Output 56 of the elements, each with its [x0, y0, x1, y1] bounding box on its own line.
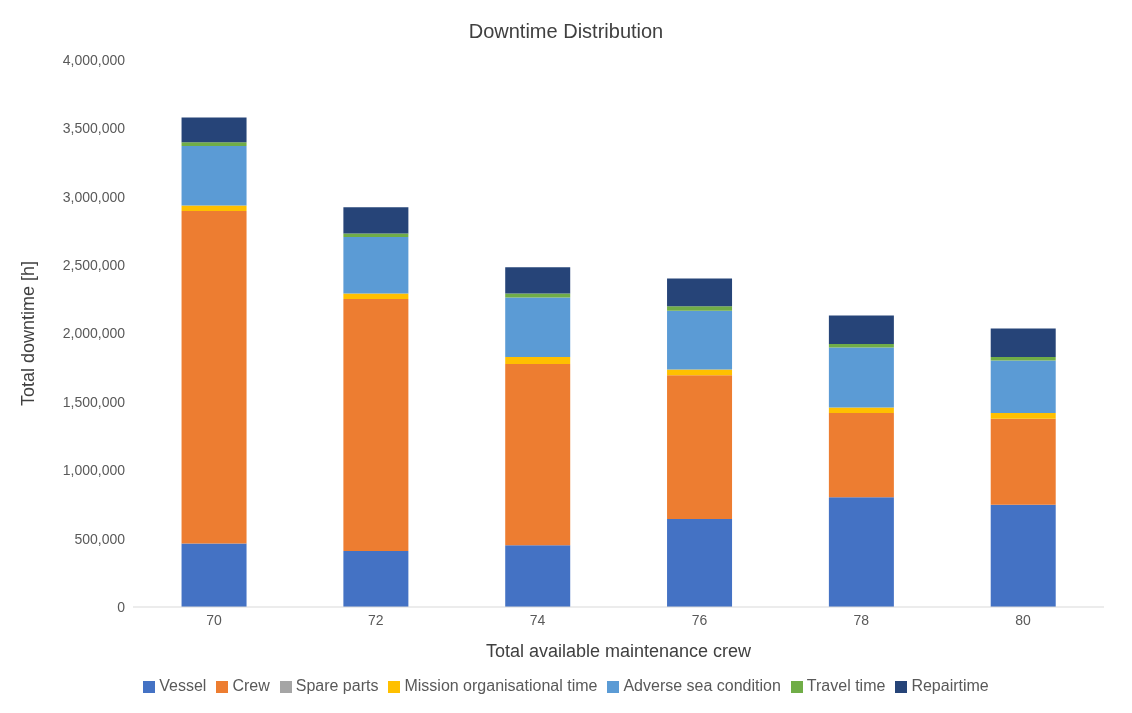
bar	[828, 347, 894, 408]
bar	[181, 145, 247, 206]
y-tick-label: 2,000,000	[62, 325, 126, 342]
legend-label: Vessel	[159, 677, 207, 694]
bar	[181, 117, 247, 143]
bar	[667, 310, 733, 370]
bar	[181, 142, 247, 146]
bar	[990, 413, 1056, 419]
bar	[505, 357, 571, 364]
bar	[990, 504, 1056, 607]
legend-label: Mission organisational time	[404, 677, 598, 694]
bar	[667, 306, 733, 311]
bar	[667, 518, 733, 607]
bar	[828, 315, 894, 345]
legend-label: Adverse sea condition	[623, 677, 781, 694]
y-tick-label: 4,000,000	[62, 51, 126, 68]
x-tick-label: 78	[853, 611, 870, 628]
legend-label: Crew	[232, 677, 270, 694]
bar	[343, 293, 409, 300]
bar	[990, 360, 1056, 414]
x-tick-label: 74	[529, 611, 546, 628]
bar	[828, 497, 894, 607]
y-tick-label: 2,500,000	[62, 257, 126, 274]
bar	[343, 550, 409, 607]
bar	[828, 413, 894, 498]
bar	[505, 364, 571, 546]
bar	[181, 543, 247, 607]
x-tick-label: 70	[206, 611, 222, 628]
y-tick-label: 500,000	[74, 530, 126, 547]
bar	[181, 211, 247, 544]
bar	[343, 207, 409, 234]
y-tick-label: 1,500,000	[62, 393, 126, 410]
bar	[505, 267, 571, 294]
y-tick-label: 3,500,000	[62, 120, 126, 137]
bar	[343, 299, 409, 551]
bar	[828, 407, 894, 414]
y-tick-label: 0	[117, 598, 126, 615]
x-tick-label: 80	[1015, 611, 1032, 628]
x-tick-label: 72	[367, 611, 384, 628]
y-axis-title: Total downtime [h]	[18, 260, 39, 407]
chart-title: Downtime Distribution	[467, 19, 665, 44]
x-axis-title: Total available maintenance crew	[485, 641, 753, 661]
legend-label: Repairtime	[911, 677, 989, 694]
bar	[990, 357, 1056, 361]
legend-label: Spare parts	[295, 677, 379, 694]
y-tick-label: 3,000,000	[62, 188, 126, 205]
bar	[505, 545, 571, 607]
bar	[343, 237, 409, 294]
bar	[667, 278, 733, 307]
x-tick-label: 76	[691, 611, 708, 628]
y-tick-label: 1,000,000	[62, 462, 126, 479]
legend-label: Travel time	[806, 677, 886, 694]
bar	[505, 297, 571, 358]
bar	[667, 375, 733, 519]
bar	[990, 418, 1056, 505]
bar	[990, 328, 1056, 358]
